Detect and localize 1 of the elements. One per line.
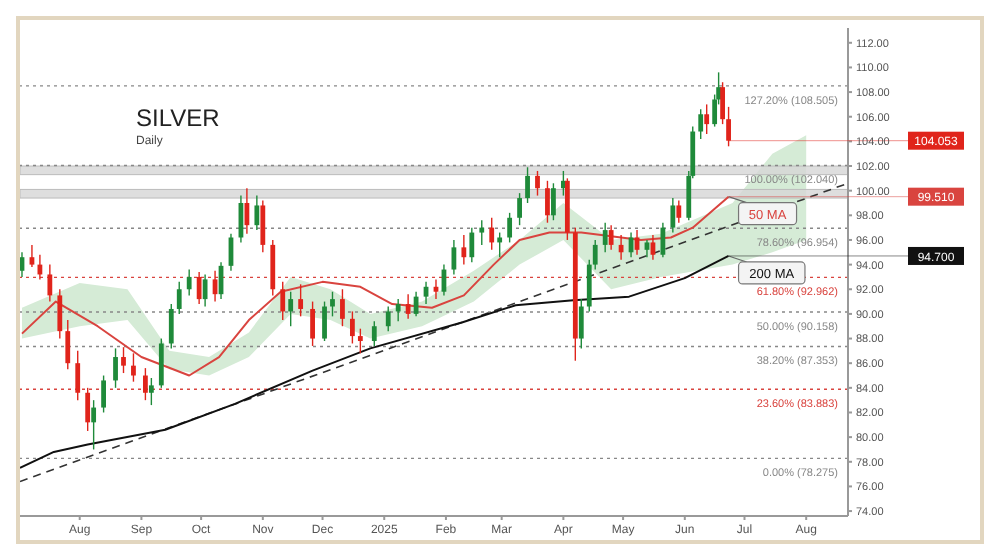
text: SILVER — [136, 104, 220, 132]
